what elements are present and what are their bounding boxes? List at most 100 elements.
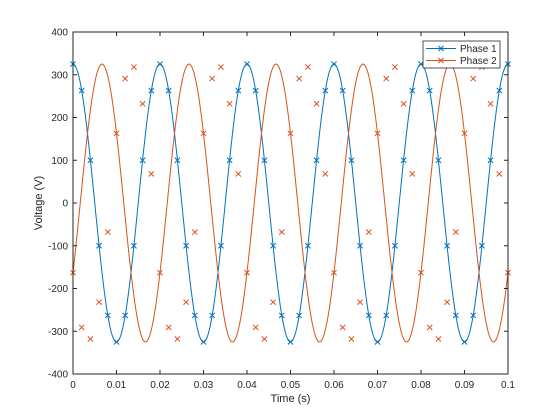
phase-1-marker [409, 87, 416, 94]
phase-2-marker [270, 299, 277, 306]
phase-1-marker [96, 242, 103, 249]
phase-1-marker [113, 338, 120, 345]
y-axis-label: Voltage (V) [33, 176, 45, 230]
phase-1-marker [183, 242, 190, 249]
phase-2-marker [278, 229, 285, 236]
x-tick-label: 0.05 [281, 380, 301, 391]
plot-area [73, 32, 508, 374]
x-axis-label: Time (s) [271, 393, 311, 405]
phase-1-marker [157, 61, 163, 68]
phase-2-marker [122, 75, 129, 82]
legend-marker [438, 57, 444, 64]
phase-1-marker [139, 157, 146, 164]
phase-2-marker [313, 100, 320, 107]
axes-layer: 0 0.01 0.02 0.03 0.04 0.05 0.06 0.07 0.08 0.09 0.1… [48, 28, 515, 392]
phase-2-marker [391, 64, 398, 71]
phase-2-marker [426, 324, 433, 331]
phase-1-marker [357, 242, 364, 249]
phase-1-marker [296, 312, 303, 319]
y-tick-label: -400 [48, 370, 68, 381]
phase-1-marker [235, 87, 242, 94]
phase-1-marker [244, 61, 250, 68]
phase-2-marker [331, 269, 337, 276]
y-tick-label: 0 [62, 199, 68, 210]
phase-2-marker [130, 64, 137, 71]
phase-2-marker [374, 130, 381, 137]
phase-1-marker [383, 312, 390, 319]
phase-1-marker [165, 87, 172, 94]
phase-2-marker [244, 269, 250, 276]
phase-2-marker [174, 335, 181, 342]
phase-2-marker [348, 335, 355, 342]
y-tick-label: -100 [48, 241, 68, 252]
phase-1-marker [400, 157, 407, 164]
phase-1-marker [252, 87, 259, 94]
phase-2-marker [96, 299, 103, 306]
x-tick-label: 0.02 [150, 380, 170, 391]
phase-2-marker [296, 75, 303, 82]
phase-2-marker [252, 324, 259, 331]
phase-2-marker [357, 299, 364, 306]
phase-2-marker [400, 100, 407, 107]
phase-1-marker [435, 157, 442, 164]
x-tick-label: 0.06 [324, 380, 344, 391]
x-tick-label: 0.04 [237, 380, 257, 391]
phase-1-marker [304, 242, 311, 249]
y-tick-label: 100 [51, 156, 68, 167]
phase-2-marker [261, 335, 268, 342]
phase-2-marker [217, 64, 224, 71]
phase-1-marker [487, 157, 494, 164]
phase-2-marker [461, 130, 468, 137]
phase-2-marker [157, 269, 163, 276]
phase-1-marker [478, 242, 485, 249]
phase-1-marker [209, 312, 216, 319]
phase-1-marker [200, 338, 207, 345]
phase-1-marker [313, 157, 320, 164]
phase-1-marker [287, 338, 294, 345]
phase-1-marker [331, 61, 337, 68]
phase-2-marker [470, 75, 477, 82]
phase-1-marker [348, 157, 355, 164]
legend-label: Phase 1 [460, 44, 497, 55]
phase-2-marker [304, 64, 311, 71]
legend-label: Phase 2 [460, 56, 497, 67]
legend-item-phase-1: Phase 1 [426, 44, 497, 55]
phase-1-marker [391, 242, 398, 249]
phase-1-marker [191, 312, 198, 319]
phase-2-marker [235, 170, 242, 177]
phase-2-marker [287, 130, 294, 137]
phase-1-marker [452, 312, 459, 319]
phase-1-marker [78, 87, 85, 94]
legend-box [422, 40, 501, 69]
phase-2-series [70, 63, 511, 343]
phase-2-marker [165, 324, 172, 331]
x-tick-label: 0.1 [501, 380, 515, 391]
phase-2-marker [226, 100, 233, 107]
phase-2-marker [148, 170, 155, 177]
y-tick-label: 300 [51, 70, 68, 81]
y-tick-label: -200 [48, 284, 68, 295]
y-tick-label: 400 [51, 28, 68, 39]
x-tick-label: 0.07 [368, 380, 388, 391]
phase-1-marker [122, 312, 129, 319]
phase-2-marker [191, 229, 198, 236]
phase-2-marker [183, 299, 190, 306]
phase-2-marker [418, 269, 424, 276]
phase-2-marker [365, 229, 372, 236]
legend-item-phase-2: Phase 2 [426, 56, 497, 67]
phase-2-marker [339, 324, 346, 331]
phase-2-marker [87, 335, 94, 342]
phase-2-marker [496, 170, 503, 177]
x-tick-label: 0 [70, 380, 76, 391]
phase-2-marker [322, 170, 329, 177]
phase-1-marker [217, 242, 224, 249]
phase-2-marker [383, 75, 390, 82]
phase-1-marker [365, 312, 372, 319]
phase-1-marker [322, 87, 329, 94]
phase-2-marker [444, 299, 451, 306]
phase-2-marker [113, 130, 120, 137]
phase-1-marker [496, 87, 503, 94]
phase-1-marker [148, 87, 155, 94]
